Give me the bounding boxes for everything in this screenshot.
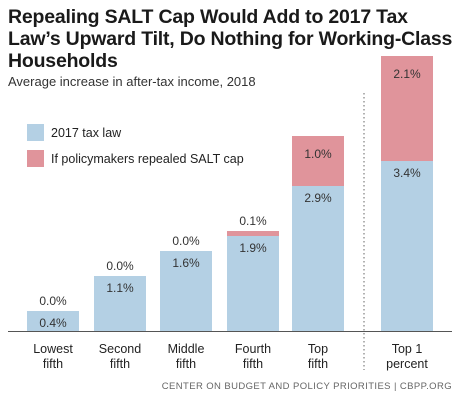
legend-label-1: If policymakers repealed SALT cap	[51, 152, 244, 166]
legend-swatch-1	[27, 150, 44, 167]
bar-2017-0	[27, 311, 79, 331]
legend-label-0: 2017 tax law	[51, 126, 122, 140]
category-label-4-0: Top	[308, 342, 328, 356]
value-label-2017-5: 3.4%	[393, 166, 421, 180]
source-credit: CENTER ON BUDGET AND POLICY PRIORITIES |…	[161, 381, 452, 392]
category-label-5-0: Top 1	[392, 342, 423, 356]
category-label-2-1: fifth	[176, 357, 196, 371]
category-label-0-0: Lowest	[33, 342, 73, 356]
bar-2017-2	[160, 251, 212, 331]
value-label-salt-2: 0.0%	[172, 234, 200, 248]
category-label-2-0: Middle	[168, 342, 205, 356]
bar-salt-5	[381, 56, 433, 161]
bar-salt-3	[227, 231, 279, 236]
value-label-2017-3: 1.9%	[239, 241, 267, 255]
value-label-2017-2: 1.6%	[172, 256, 200, 270]
category-label-3-1: fifth	[243, 357, 263, 371]
value-label-2017-4: 2.9%	[304, 191, 332, 205]
bar-2017-3	[227, 236, 279, 331]
legend-swatch-0	[27, 124, 44, 141]
value-label-salt-0: 0.0%	[39, 294, 67, 308]
category-label-3-0: Fourth	[235, 342, 271, 356]
bar-2017-5	[381, 161, 433, 331]
bar-salt-4	[292, 136, 344, 186]
value-label-2017-0: 0.4%	[39, 316, 67, 330]
category-label-0-1: fifth	[43, 357, 63, 371]
value-label-salt-4: 1.0%	[304, 147, 332, 161]
value-label-salt-1: 0.0%	[106, 259, 134, 273]
bar-2017-1	[94, 276, 146, 331]
chart-subtitle: Average increase in after-tax income, 20…	[8, 74, 256, 89]
chart-title: Repealing SALT Cap Would Add to 2017 Tax…	[8, 6, 453, 72]
value-label-2017-1: 1.1%	[106, 281, 134, 295]
value-label-salt-3: 0.1%	[239, 214, 267, 228]
category-label-5-1: percent	[386, 357, 428, 371]
category-label-4-1: fifth	[308, 357, 328, 371]
category-label-1-1: fifth	[110, 357, 130, 371]
value-label-salt-5: 2.1%	[393, 67, 421, 81]
bar-2017-4	[292, 186, 344, 331]
category-label-1-0: Second	[99, 342, 141, 356]
